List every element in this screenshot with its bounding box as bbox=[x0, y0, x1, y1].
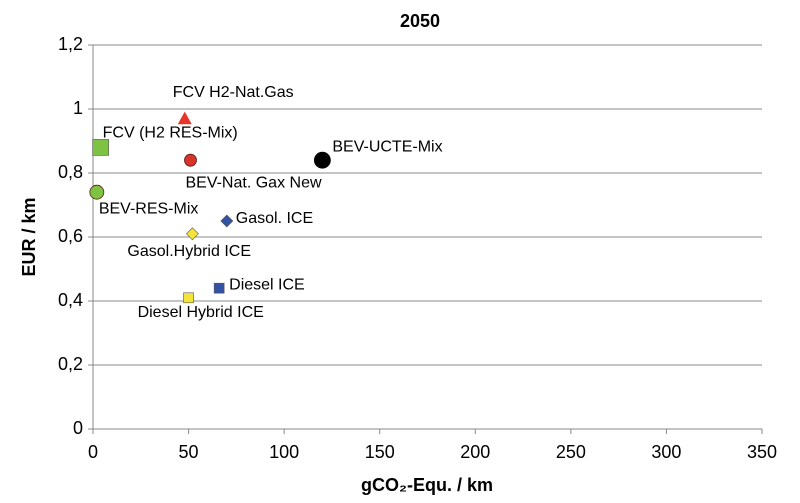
point-label: BEV-Nat. Gax New bbox=[185, 174, 321, 191]
y-tick-label: 0,2 bbox=[58, 354, 83, 374]
y-tick-label: 0,4 bbox=[58, 290, 83, 310]
point bbox=[185, 227, 199, 241]
y-tick-label: 0,6 bbox=[58, 226, 83, 246]
y-tick-label: 1 bbox=[73, 98, 83, 118]
x-tick-label: 0 bbox=[88, 442, 98, 462]
point-label: FCV (H2 RES-Mix) bbox=[103, 125, 238, 142]
point-label: BEV-UCTE-Mix bbox=[332, 138, 442, 155]
point bbox=[177, 111, 192, 125]
point bbox=[89, 184, 105, 200]
point bbox=[183, 292, 194, 304]
x-tick-label: 150 bbox=[365, 442, 395, 462]
x-tick-label: 50 bbox=[179, 442, 199, 462]
y-tick-label: 0 bbox=[73, 418, 83, 438]
point bbox=[220, 214, 234, 228]
x-tick-label: 200 bbox=[460, 442, 490, 462]
point bbox=[313, 151, 331, 169]
point-label: Gasol.Hybrid ICE bbox=[127, 243, 251, 260]
point bbox=[213, 282, 225, 294]
y-tick-label: 0,8 bbox=[58, 162, 83, 182]
y-tick-label: 1,2 bbox=[58, 34, 83, 54]
x-axis-title: gCO₂-Equ. / km bbox=[361, 475, 493, 495]
x-tick-label: 100 bbox=[269, 442, 299, 462]
point-label: Diesel ICE bbox=[229, 276, 305, 293]
x-tick-label: 300 bbox=[651, 442, 681, 462]
point bbox=[92, 139, 109, 156]
point-label: BEV-RES-Mix bbox=[99, 200, 199, 217]
point-label: FCV H2-Nat.Gas bbox=[173, 84, 294, 101]
x-tick-label: 350 bbox=[747, 442, 777, 462]
y-axis-title: EUR / km bbox=[19, 197, 39, 276]
point-label: Diesel Hybrid ICE bbox=[138, 304, 264, 321]
point bbox=[184, 153, 197, 167]
chart-title: 2050 bbox=[400, 11, 440, 31]
point-label: Gasol. ICE bbox=[236, 210, 313, 227]
x-tick-label: 250 bbox=[556, 442, 586, 462]
